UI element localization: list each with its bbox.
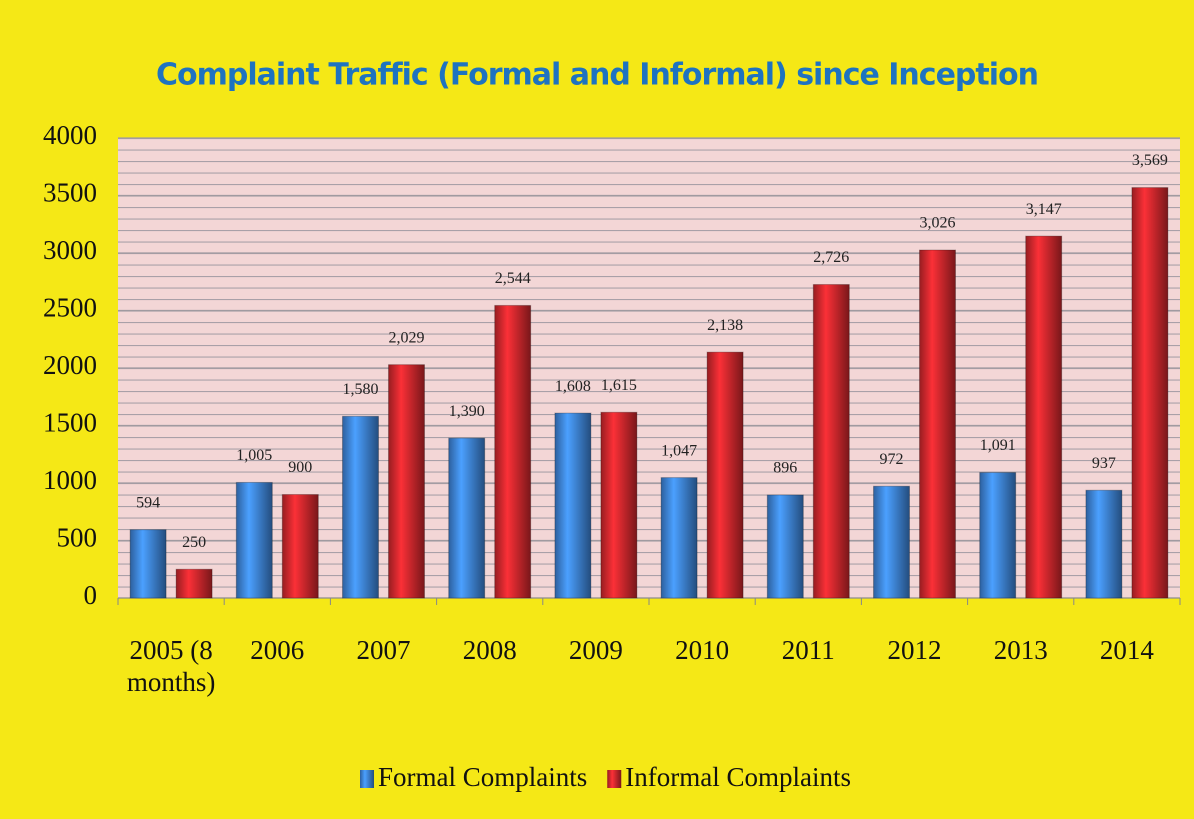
data-label: 937 [1092, 455, 1116, 472]
bar [766, 494, 804, 599]
bar [1085, 489, 1123, 599]
y-tick-label: 1500 [43, 408, 97, 438]
bar [919, 249, 956, 599]
data-label: 3,569 [1132, 152, 1168, 169]
data-label: 1,615 [601, 377, 637, 394]
bar [873, 485, 910, 599]
x-tick-label: 2006 [250, 635, 305, 665]
x-tick-label: 2012 [887, 635, 942, 665]
data-label: 1,580 [343, 381, 379, 398]
bar [129, 529, 167, 599]
bar [600, 411, 638, 599]
bar [175, 568, 213, 599]
bar [388, 364, 425, 599]
data-label: 1,091 [980, 437, 1016, 454]
data-label: 972 [880, 451, 904, 468]
x-tick-label: 2014 [1099, 635, 1154, 665]
x-tick-label: 2008 [462, 635, 517, 665]
bar [812, 284, 850, 599]
y-tick-label: 4000 [43, 120, 97, 150]
data-label: 1,005 [236, 447, 272, 464]
y-tick-label: 3000 [43, 235, 97, 265]
y-tick-label: 3500 [43, 178, 97, 208]
data-label: 3,026 [920, 215, 956, 232]
x-tick-label: 2011 [781, 635, 835, 665]
x-tick-label: 2007 [356, 635, 411, 665]
y-tick-label: 500 [57, 523, 98, 553]
x-tick-label: 2009 [568, 635, 623, 665]
y-tick-label: 1000 [43, 465, 97, 495]
y-tick-label: 0 [84, 580, 98, 610]
bar [1025, 235, 1063, 599]
bar [281, 494, 319, 599]
bar [494, 304, 532, 599]
data-label: 594 [136, 494, 160, 511]
data-label: 1,608 [555, 378, 591, 395]
bar [235, 481, 273, 599]
x-tick-label: 2013 [993, 635, 1048, 665]
data-label: 1,390 [449, 403, 485, 420]
data-label: 250 [182, 534, 206, 551]
legend-swatch [607, 770, 622, 788]
bar [1131, 187, 1169, 599]
data-label: 2,029 [389, 329, 425, 346]
bar [979, 472, 1017, 599]
data-label: 3,147 [1026, 201, 1062, 218]
data-label: 2,544 [495, 270, 531, 287]
data-label: 900 [288, 459, 312, 476]
data-label: 2,726 [813, 249, 849, 266]
bar [706, 351, 744, 599]
y-tick-label: 2000 [43, 350, 97, 380]
chart-title: Complaint Traffic (Formal and Informal) … [156, 58, 1038, 93]
data-label: 896 [773, 460, 797, 477]
legend-label: Informal Complaints [625, 762, 851, 792]
bar [660, 477, 698, 599]
y-tick-label: 2500 [43, 293, 97, 323]
x-tick-label: 2005 (8 months) [126, 635, 216, 697]
legend-label: Formal Complaints [378, 762, 587, 792]
data-label: 2,138 [707, 317, 743, 334]
bar [448, 437, 486, 599]
bar [554, 412, 592, 599]
x-tick-label: 2010 [675, 635, 730, 665]
bar [342, 415, 379, 599]
legend-swatch [360, 770, 374, 788]
data-label: 1,047 [661, 442, 697, 459]
